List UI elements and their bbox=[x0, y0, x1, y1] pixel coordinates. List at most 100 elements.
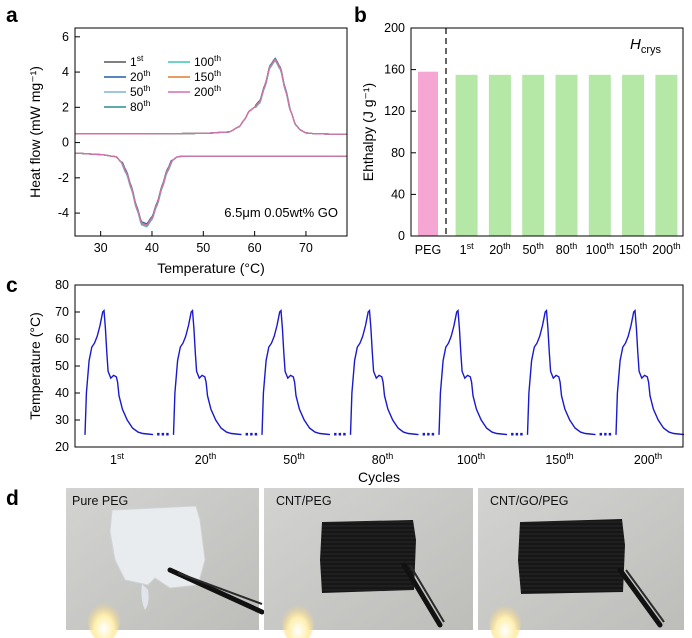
dsc-x-tick-label: 40 bbox=[145, 241, 159, 255]
cycles-y-tick-label: 30 bbox=[55, 413, 69, 427]
legend-label-20th: 20th bbox=[130, 68, 151, 84]
enthalpy-bar-50th bbox=[522, 74, 545, 236]
temperature-curve-cycle-150th bbox=[526, 308, 596, 436]
enthalpy-bar-150th bbox=[622, 74, 645, 236]
melt-drip bbox=[141, 584, 149, 610]
hcrys-annotation: Hcrys bbox=[630, 36, 662, 56]
temperature-curve-cycle-50th bbox=[261, 308, 331, 436]
cycles-y-tick-label: 20 bbox=[55, 440, 69, 454]
cycles-axes-frame bbox=[74, 284, 684, 448]
temperature-cycle-curves: ⋯ ⋯ ⋯ ⋯ ⋯ ⋯ bbox=[84, 308, 685, 442]
cycles-y-tick-label: 60 bbox=[55, 332, 69, 346]
dsc-plot-area bbox=[75, 57, 347, 228]
legend-label-150th: 150th bbox=[194, 68, 221, 84]
cycle-gap-marker: ⋯ bbox=[422, 426, 436, 442]
dsc-y-axis-label: Heat flow (mW mg⁻¹) bbox=[27, 66, 43, 198]
enthalpy-y-axis-label: Ehthalpy (J g⁻¹) bbox=[360, 83, 376, 181]
panel-a-letter: a bbox=[6, 4, 18, 27]
cycle-label-200th: 200th bbox=[634, 451, 662, 467]
enthalpy-bar-PEG bbox=[418, 71, 438, 236]
photo-cnt-go-peg: CNT/GO/PEG bbox=[478, 488, 684, 638]
enthalpy-y-tick-label: 160 bbox=[384, 63, 405, 77]
panel-b-letter: b bbox=[354, 4, 367, 27]
temperature-curve-cycle-200th bbox=[615, 308, 685, 436]
enthalpy-bar-1st bbox=[455, 74, 478, 236]
dsc-axes-frame bbox=[74, 27, 348, 237]
flame-icon bbox=[282, 600, 314, 638]
cycle-label-150th: 150th bbox=[545, 451, 573, 467]
dsc-heating-curve-200th bbox=[75, 152, 347, 227]
dsc-x-axis-label: Temperature (°C) bbox=[157, 260, 265, 276]
cycles-y-tick-label: 70 bbox=[55, 305, 69, 319]
enthalpy-x-label-1st: 1st bbox=[460, 241, 474, 257]
panel-d-photos: Pure PEG CNT/PEG CNT/GO/PEG bbox=[66, 488, 684, 638]
cycle-gap-marker: ⋯ bbox=[333, 426, 347, 442]
panel-a-dsc-chart: 30 40 50 60 70 -4 -2 0 2 4 6 Temperature (°C) Hea… bbox=[27, 27, 348, 276]
dsc-y-tick-label: 0 bbox=[62, 136, 69, 150]
dsc-y-tick-label: 4 bbox=[62, 65, 69, 79]
cycle-label-100th: 100th bbox=[457, 451, 485, 467]
enthalpy-x-label-80th: 80th bbox=[556, 241, 577, 257]
enthalpy-x-label-100th: 100th bbox=[586, 241, 614, 257]
enthalpy-y-tick-label: 40 bbox=[391, 187, 405, 201]
enthalpy-bar-100th bbox=[588, 74, 611, 236]
dsc-x-tick-label: 60 bbox=[248, 241, 262, 255]
enthalpy-y-ticks: 0 40 80 120 160 200 bbox=[384, 21, 416, 243]
temperature-curve-cycle-80th bbox=[349, 308, 419, 436]
cycle-label-1st: 1st bbox=[110, 451, 124, 467]
enthalpy-x-label-200th: 200th bbox=[652, 241, 680, 257]
cnt-peg-film-sample bbox=[320, 520, 416, 593]
tweezers-icon bbox=[617, 567, 663, 628]
photo-label-cnt-go-peg: CNT/GO/PEG bbox=[490, 494, 568, 508]
dsc-x-ticks: 30 40 50 60 70 bbox=[94, 231, 313, 255]
photo-pure-peg: Pure PEG bbox=[66, 488, 265, 638]
legend-label-100th: 100th bbox=[194, 53, 221, 69]
cycle-gap-marker: ⋯ bbox=[156, 426, 170, 442]
panel-c-letter: c bbox=[6, 274, 18, 297]
legend-label-50th: 50th bbox=[130, 83, 151, 99]
cycle-gap-marker: ⋯ bbox=[599, 426, 613, 442]
cycle-gap-marker: ⋯ bbox=[245, 426, 259, 442]
flame-icon bbox=[489, 600, 521, 638]
tweezers-icon bbox=[401, 562, 443, 628]
photo-label-cnt-peg: CNT/PEG bbox=[276, 494, 332, 508]
dsc-x-tick-label: 30 bbox=[94, 241, 108, 255]
photo-cnt-peg: CNT/PEG bbox=[264, 488, 473, 638]
temperature-curve-cycle-20th bbox=[172, 308, 242, 436]
cycle-label-80th: 80th bbox=[372, 451, 393, 467]
enthalpy-bar-80th bbox=[555, 74, 578, 236]
enthalpy-y-tick-label: 200 bbox=[384, 21, 405, 35]
cycles-y-tick-label: 40 bbox=[55, 386, 69, 400]
hcrys-subscript: crys bbox=[641, 44, 662, 56]
enthalpy-y-tick-label: 0 bbox=[398, 229, 405, 243]
panel-d-letter: d bbox=[6, 487, 19, 510]
dsc-sample-annotation: 6.5μm 0.05wt% GO bbox=[224, 205, 338, 220]
flame-icon bbox=[88, 598, 120, 638]
temperature-curve-cycle-100th bbox=[438, 308, 508, 436]
temperature-curve-cycle-1st bbox=[84, 308, 154, 436]
enthalpy-y-tick-label: 80 bbox=[391, 146, 405, 160]
cycles-y-tick-label: 80 bbox=[55, 278, 69, 292]
enthalpy-axes-frame bbox=[410, 27, 684, 237]
enthalpy-x-label-150th: 150th bbox=[619, 241, 647, 257]
cycle-label-50th: 50th bbox=[283, 451, 304, 467]
dsc-y-ticks: -4 -2 0 2 4 6 bbox=[58, 30, 80, 220]
dsc-y-tick-label: 2 bbox=[62, 100, 69, 114]
panel-c-temperature-cycles-chart: ⋯ ⋯ ⋯ ⋯ ⋯ ⋯ 20 30 40 50 60 70 80 1st 20th 50th 80th 100… bbox=[27, 278, 685, 485]
enthalpy-bar-200th bbox=[655, 74, 678, 236]
dsc-x-tick-label: 50 bbox=[196, 241, 210, 255]
dsc-cooling-curve-200th bbox=[75, 58, 347, 135]
peg-film-sample bbox=[109, 505, 206, 589]
enthalpy-bars bbox=[418, 71, 678, 236]
enthalpy-x-label-50th: 50th bbox=[522, 241, 543, 257]
cycle-label-20th: 20th bbox=[195, 451, 216, 467]
enthalpy-x-label-20th: 20th bbox=[489, 241, 510, 257]
dsc-y-tick-label: 6 bbox=[62, 30, 69, 44]
cycles-y-axis-label: Temperature (°C) bbox=[27, 312, 43, 420]
dsc-y-tick-label: -2 bbox=[58, 171, 69, 185]
cycles-x-axis-label: Cycles bbox=[358, 469, 400, 485]
legend-label-80th: 80th bbox=[130, 98, 151, 114]
cycle-gap-marker: ⋯ bbox=[510, 426, 524, 442]
cycles-y-ticks: 20 30 40 50 60 70 80 bbox=[55, 278, 80, 454]
